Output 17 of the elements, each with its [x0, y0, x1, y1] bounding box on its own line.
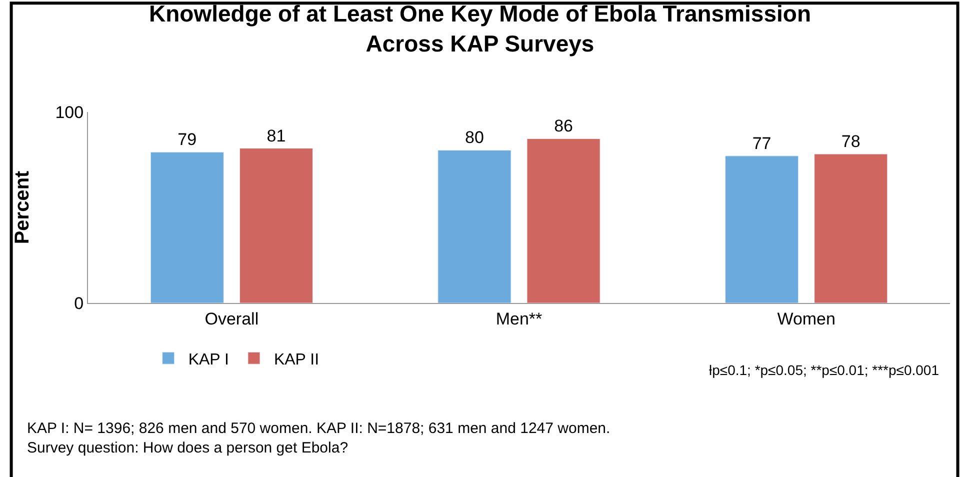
legend-label: KAP I	[188, 351, 229, 368]
data-label: 77	[752, 134, 772, 153]
text: ƚp≤0.1; *p≤0.05; **p≤0.01; ***p≤0.001	[709, 362, 940, 378]
x-tick-label: Women	[777, 309, 836, 328]
text: KAP I: N= 1396; 826 men and 570 women. KAP II: N=1878; 631 men and 1247 women. Survey question: How does a person get Ebola?	[27, 420, 610, 456]
y-tick-label: 100	[55, 102, 84, 122]
legend-label: KAP II	[274, 351, 320, 368]
chart-title: Knowledge of at Least One Key Mode of Ebola Transmission Across KAP Surveys	[148, 0, 812, 56]
data-label: 79	[178, 130, 197, 150]
data-label: 81	[266, 126, 286, 146]
data-label: 80	[465, 128, 484, 148]
x-tick-label: Men**	[496, 309, 543, 328]
x-tick-label: Overall	[204, 309, 259, 328]
y-tick-label: 0	[74, 294, 84, 313]
data-label: 78	[841, 132, 860, 152]
data-label: 86	[554, 116, 573, 136]
y-axis-title: Percent	[12, 170, 34, 244]
